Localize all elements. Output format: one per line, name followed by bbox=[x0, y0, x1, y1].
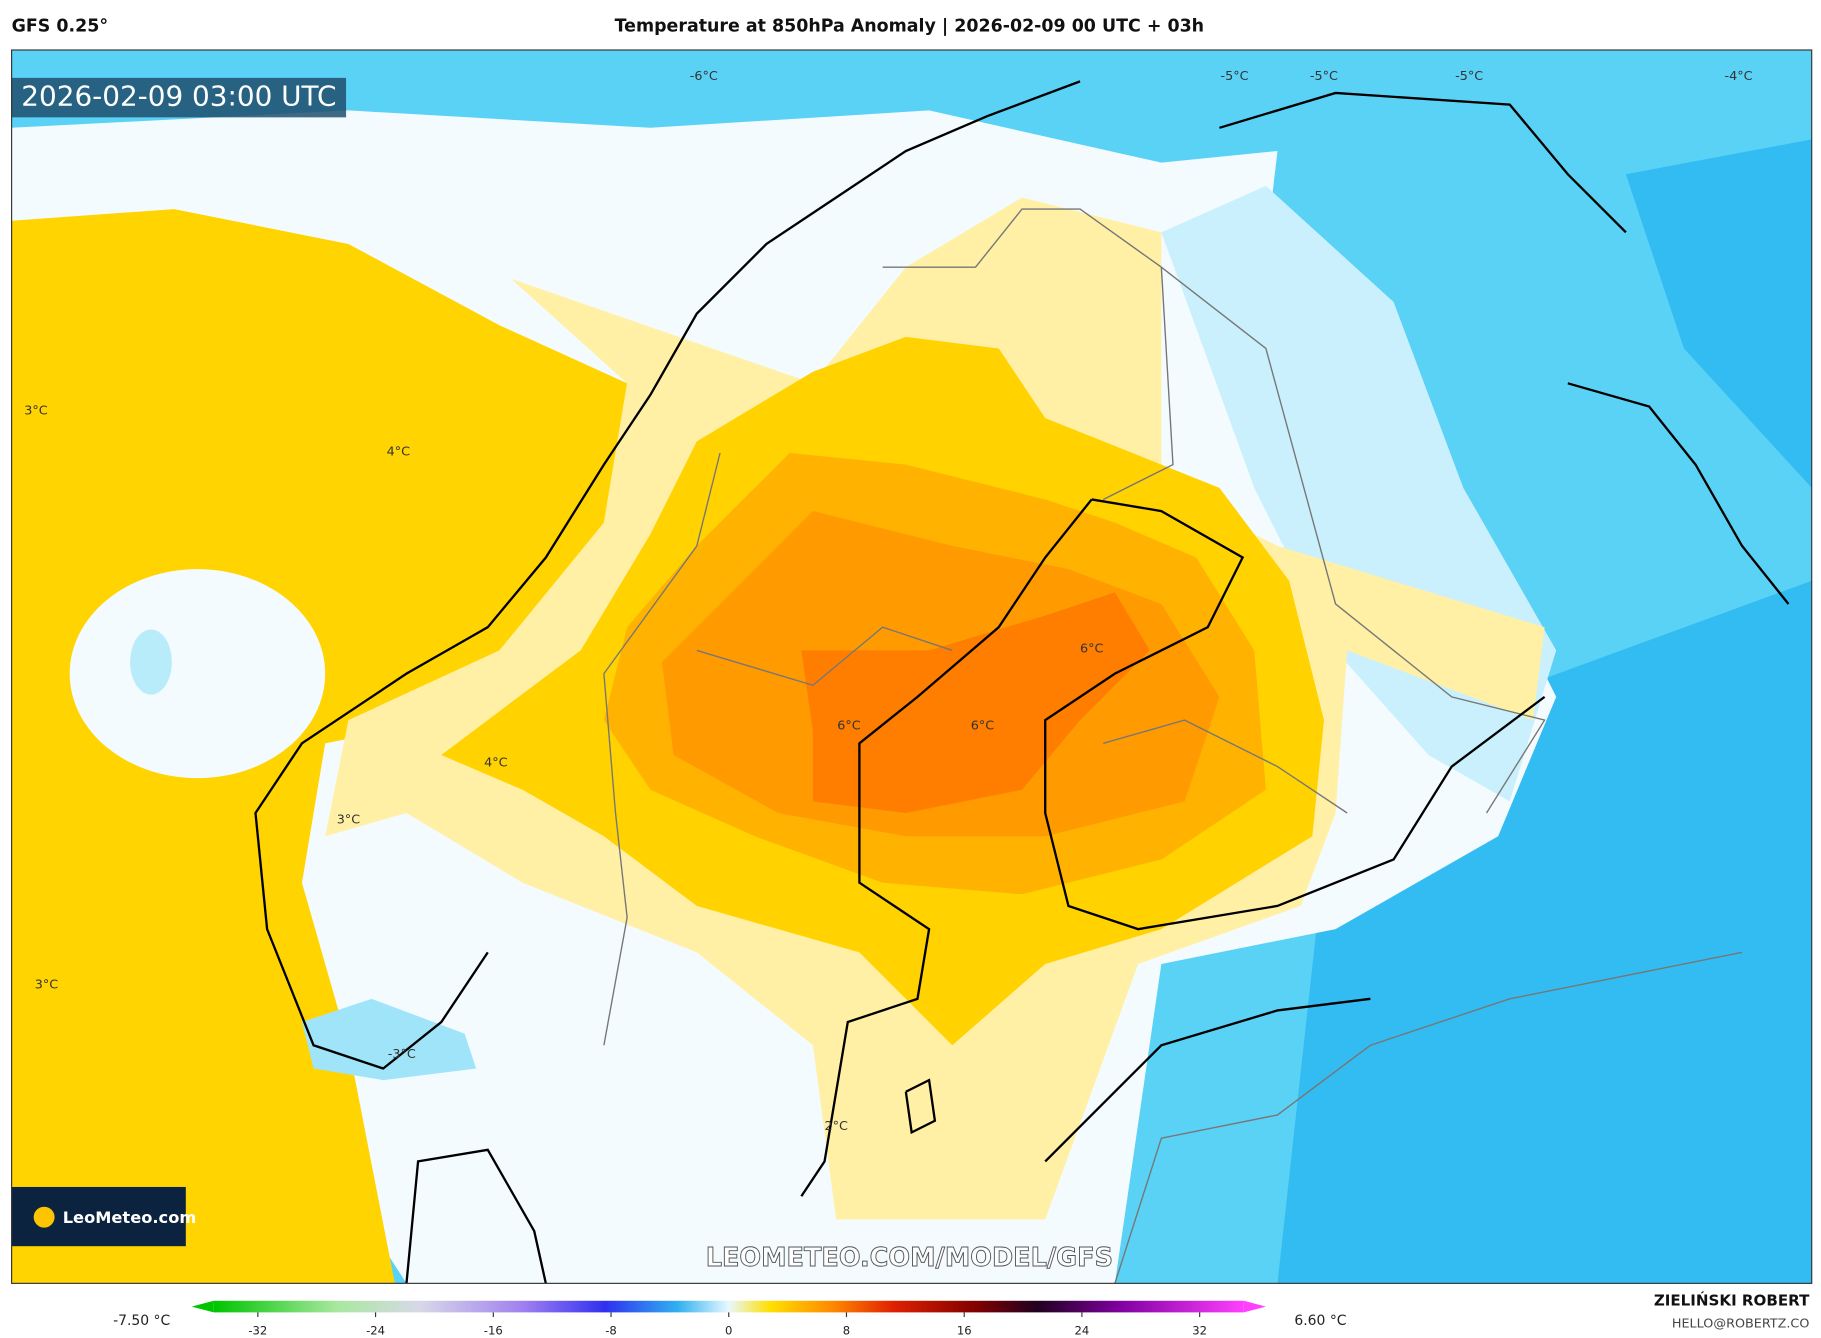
border bbox=[1103, 719, 1348, 814]
borders bbox=[603, 208, 1743, 1284]
contour-label: 6°C bbox=[837, 718, 861, 733]
colorbar-tick-label: -16 bbox=[484, 1323, 503, 1337]
contour-labels: -6°C -5°C -5°C -5°C -4°C 3°C 4°C 6°C 6°C 6°C 4°C 3°… bbox=[24, 69, 1752, 1134]
contour-label: -5°C bbox=[1455, 69, 1483, 84]
colorbar-tick-label: 16 bbox=[957, 1323, 972, 1337]
colorbar-tick-label: -8 bbox=[605, 1323, 617, 1337]
logo: LeoMeteo.com bbox=[63, 1208, 197, 1227]
valid-time: 2026-02-09 03:00 UTC bbox=[21, 80, 336, 113]
coastline bbox=[1219, 91, 1627, 234]
contour-label: -6°C bbox=[690, 69, 718, 84]
warm-area bbox=[801, 592, 1150, 814]
colorbar-tick-label: 24 bbox=[1075, 1323, 1090, 1337]
map-title: Temperature at 850hPa Anomaly | 2026-02-… bbox=[615, 16, 1204, 36]
coastlines bbox=[254, 80, 1790, 1284]
watermark: LEOMETEO.COM/MODEL/GFS bbox=[706, 1243, 1113, 1273]
colorbar-extend bbox=[191, 1300, 214, 1313]
contour-label: 2°C bbox=[824, 1119, 848, 1134]
contour-label: -5°C bbox=[1310, 69, 1338, 84]
colorbar-ticks: -32 -24 -16 -8 0 8 16 24 32 bbox=[248, 1312, 1207, 1337]
border bbox=[603, 452, 721, 1046]
logo-sun bbox=[33, 1206, 55, 1228]
colorbar-tick-label: -24 bbox=[366, 1323, 385, 1337]
colorbar-tick-label: 0 bbox=[725, 1323, 732, 1337]
contour-label: -4°C bbox=[1725, 69, 1753, 84]
email: HELLO@ROBERTZ.CO bbox=[1672, 1316, 1810, 1331]
colorbar bbox=[213, 1300, 1244, 1313]
coastline bbox=[904, 1078, 937, 1135]
map: -6°C -5°C -5°C -5°C -4°C 3°C 4°C 6°C 6°C 6°C 4°C 3°… bbox=[11, 49, 1812, 1284]
contour-label: 4°C bbox=[484, 756, 508, 771]
colorbar-extend bbox=[1243, 1300, 1266, 1313]
legend-min: -7.50 °C bbox=[113, 1313, 170, 1329]
coastline bbox=[1044, 498, 1546, 931]
author: ZIELIŃSKI ROBERT bbox=[1654, 1290, 1810, 1309]
neutral-area bbox=[69, 569, 326, 779]
colorbar-tick-label: -32 bbox=[248, 1323, 267, 1337]
contour-label: -5°C bbox=[1221, 69, 1249, 84]
contour-label: -3°C bbox=[388, 1047, 416, 1062]
border bbox=[1160, 266, 1546, 814]
colorbar-tick-label: 32 bbox=[1192, 1323, 1207, 1337]
contour-label: 3°C bbox=[337, 812, 361, 827]
coastline bbox=[1567, 382, 1790, 605]
border bbox=[1114, 951, 1743, 1284]
model-name: GFS 0.25° bbox=[12, 16, 108, 36]
cool-area bbox=[301, 998, 477, 1081]
coastline bbox=[1044, 997, 1371, 1163]
contour-label: 6°C bbox=[1080, 642, 1104, 657]
cold-area bbox=[1625, 139, 1812, 488]
coastline bbox=[405, 1148, 547, 1284]
coastline bbox=[254, 80, 1081, 1070]
time-box bbox=[11, 77, 347, 118]
colorbar-tick-label: 8 bbox=[843, 1323, 850, 1337]
contour-label: 4°C bbox=[387, 444, 411, 459]
contour-label: 3°C bbox=[35, 977, 59, 992]
map-frame bbox=[11, 49, 1813, 1284]
legend-max: 6.60 °C bbox=[1294, 1313, 1346, 1329]
border bbox=[696, 626, 953, 687]
cool-area bbox=[130, 629, 172, 695]
border bbox=[882, 208, 1174, 501]
warm-area bbox=[11, 209, 628, 1284]
contour-label: 3°C bbox=[24, 404, 48, 419]
contour-label: 6°C bbox=[971, 718, 995, 733]
coastline bbox=[800, 498, 1093, 1197]
